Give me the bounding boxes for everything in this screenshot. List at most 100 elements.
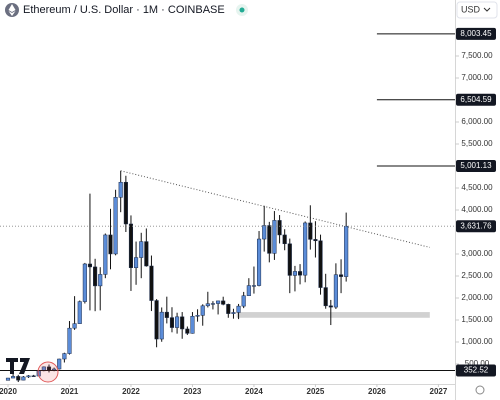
candle-body (154, 300, 159, 340)
y-tick-label: 1,000.00 (461, 337, 493, 346)
candle-body (292, 271, 298, 276)
candle-body (57, 358, 62, 370)
candle-body (98, 274, 103, 287)
candle-body (93, 266, 98, 287)
candle-body (313, 239, 318, 242)
candle-body (139, 241, 144, 258)
x-tick-label: 2027 (430, 387, 448, 396)
candle-body (231, 312, 236, 314)
status-dot (239, 7, 245, 13)
candle-body (128, 223, 134, 268)
candle-body (113, 197, 118, 255)
price-label: 352.52 (464, 366, 489, 375)
tv-logo (6, 358, 30, 374)
candle-body (236, 305, 241, 313)
candle-body (164, 311, 169, 318)
candle-body (159, 311, 164, 340)
candle-body (210, 303, 215, 305)
candle-body (77, 301, 82, 324)
candle-body (205, 303, 210, 307)
candle-body (256, 238, 262, 286)
settings-icon[interactable] (475, 385, 485, 395)
price-label: 6,504.59 (460, 95, 492, 104)
candle-body (282, 234, 287, 245)
candle-body (67, 327, 72, 354)
candle-body (11, 376, 16, 379)
y-tick-label: 1,500.00 (461, 315, 493, 324)
candle-body (246, 285, 251, 296)
candle-body (144, 241, 149, 267)
candle-body (31, 375, 36, 377)
candle-body (134, 257, 139, 268)
candle-body (118, 181, 123, 198)
chevron (483, 7, 491, 12)
price-label-bg (456, 220, 496, 233)
currency-button[interactable] (456, 1, 498, 19)
candle-body (303, 222, 308, 276)
candle-body (180, 316, 185, 330)
x-tick-label: 2024 (245, 387, 263, 396)
candle-body (323, 287, 328, 307)
x-tick-label: 2025 (307, 387, 325, 396)
candle-body (108, 234, 113, 255)
candle-body (87, 263, 93, 268)
candle-body (251, 285, 256, 287)
candle-body (272, 220, 277, 254)
candle-body (149, 265, 154, 301)
support-zone (236, 312, 430, 318)
candle-body (267, 225, 272, 254)
candle-body (277, 220, 282, 236)
candle-body (221, 300, 226, 305)
x-tick-label: 2022 (122, 387, 140, 396)
candle-body (190, 315, 195, 334)
y-tick-label: 5,500.00 (461, 139, 493, 148)
y-tick-label: 4,000.00 (461, 205, 493, 214)
price-label-bg (456, 93, 496, 106)
candle-body (287, 243, 292, 276)
x-tick-label: 2026 (368, 387, 386, 396)
candle-body (226, 304, 231, 314)
candle-body (175, 316, 180, 328)
candle-body (185, 328, 190, 334)
candle-body (318, 240, 323, 288)
candle-body (216, 300, 221, 304)
eth-glyph (8, 4, 16, 16)
y-tick-label: 4,500.00 (461, 183, 493, 192)
candle-body (26, 375, 31, 378)
candle-body (308, 222, 313, 240)
y-tick-label: 7,000.00 (461, 73, 493, 82)
candle-body (62, 353, 67, 360)
price-label-bg (456, 364, 496, 377)
candle-body (241, 295, 246, 307)
candle-body (103, 234, 108, 275)
candle-body (16, 376, 21, 381)
candle-body (328, 305, 333, 308)
price-label-bg (456, 27, 496, 40)
candle-body (169, 317, 175, 328)
candle-body (21, 376, 26, 381)
x-tick-label: 2020 (0, 387, 17, 396)
y-tick-label: 7,500.00 (461, 51, 493, 60)
candle-body (333, 274, 338, 308)
candle-body (339, 274, 344, 277)
candle-body (82, 263, 87, 302)
trendline (120, 170, 430, 248)
candle-body (344, 225, 349, 277)
y-tick-label: 2,500.00 (461, 271, 493, 280)
symbol-title: Ethereum / U.S. Dollar · 1M · COINBASE (23, 4, 225, 16)
candle-body (123, 181, 128, 225)
y-tick-label: 500.00 (465, 359, 490, 368)
plot (0, 33, 455, 383)
highlight-circle (37, 361, 59, 383)
y-tick-label: 2,000.00 (461, 293, 493, 302)
x-tick-label: 2021 (61, 387, 79, 396)
candle-body (262, 225, 267, 240)
price-label: 3,631.76 (460, 221, 492, 230)
candle-body (72, 323, 77, 329)
currency-label: USD (461, 4, 481, 14)
price-label: 8,003.45 (460, 29, 492, 38)
price-label-bg (456, 159, 496, 172)
candle-body (200, 305, 205, 316)
